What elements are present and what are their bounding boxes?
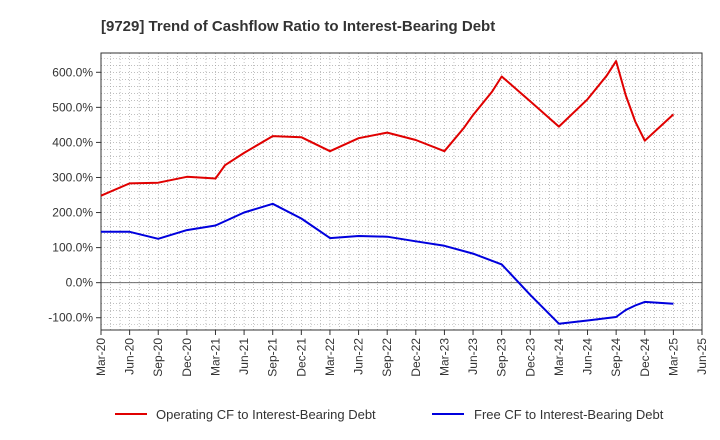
operating-cf-line bbox=[100, 60, 675, 197]
x-tick-label: Sep-21 bbox=[266, 338, 280, 377]
free-cf-line bbox=[101, 202, 674, 325]
x-tick-label: Mar-23 bbox=[437, 338, 451, 376]
x-tick-label: Jun-23 bbox=[466, 338, 480, 375]
chart-title: [9729] Trend of Cashflow Ratio to Intere… bbox=[101, 18, 495, 35]
y-axis: -100.0% 0.0% 100.0% 200.0% 300.0% 400.0% 500.0… bbox=[48, 65, 101, 325]
x-tick-label: Dec-21 bbox=[294, 338, 308, 377]
x-tick-label: Mar-20 bbox=[94, 338, 108, 376]
x-tick-label: Dec-24 bbox=[638, 338, 652, 377]
x-tick-label: Mar-22 bbox=[323, 338, 337, 376]
plot-area bbox=[100, 52, 703, 331]
y-tick-label: 400.0% bbox=[52, 135, 93, 149]
y-tick-label: -100.0% bbox=[48, 311, 93, 325]
x-tick-label: Sep-23 bbox=[495, 338, 509, 377]
x-tick-label: Sep-24 bbox=[609, 338, 623, 377]
x-tick-label: Jun-24 bbox=[581, 338, 595, 375]
x-tick-label: Dec-22 bbox=[409, 338, 423, 377]
x-tick-label: Sep-22 bbox=[380, 338, 394, 377]
y-tick-label: 300.0% bbox=[52, 170, 93, 184]
grid bbox=[100, 53, 703, 330]
x-tick-label: Jun-22 bbox=[352, 338, 366, 375]
x-tick-label: Mar-21 bbox=[208, 338, 222, 376]
x-tick-label: Dec-20 bbox=[180, 338, 194, 377]
legend-label-operating-cf: Operating CF to Interest-Bearing Debt bbox=[156, 407, 376, 422]
legend: Operating CF to Interest-Bearing Debt Fr… bbox=[115, 407, 664, 422]
y-tick-label: 600.0% bbox=[52, 65, 93, 79]
x-tick-label: Jun-25 bbox=[695, 338, 709, 375]
series-layer bbox=[100, 60, 675, 325]
x-tick-label: Dec-23 bbox=[523, 338, 537, 377]
x-tick-label: Jun-21 bbox=[237, 338, 251, 375]
x-tick-label: Mar-25 bbox=[666, 338, 680, 376]
y-tick-label: 100.0% bbox=[52, 241, 93, 255]
x-tick-label: Mar-24 bbox=[552, 338, 566, 376]
x-axis: Mar-20 Jun-20 Sep-20 Dec-20 Mar-21 Jun-21 Sep-… bbox=[94, 330, 709, 377]
x-tick-label: Sep-20 bbox=[151, 338, 165, 377]
y-tick-label: 500.0% bbox=[52, 100, 93, 114]
y-tick-label: 0.0% bbox=[66, 276, 94, 290]
legend-label-free-cf: Free CF to Interest-Bearing Debt bbox=[474, 407, 664, 422]
y-tick-label: 200.0% bbox=[52, 206, 93, 220]
x-tick-label: Jun-20 bbox=[123, 338, 137, 375]
